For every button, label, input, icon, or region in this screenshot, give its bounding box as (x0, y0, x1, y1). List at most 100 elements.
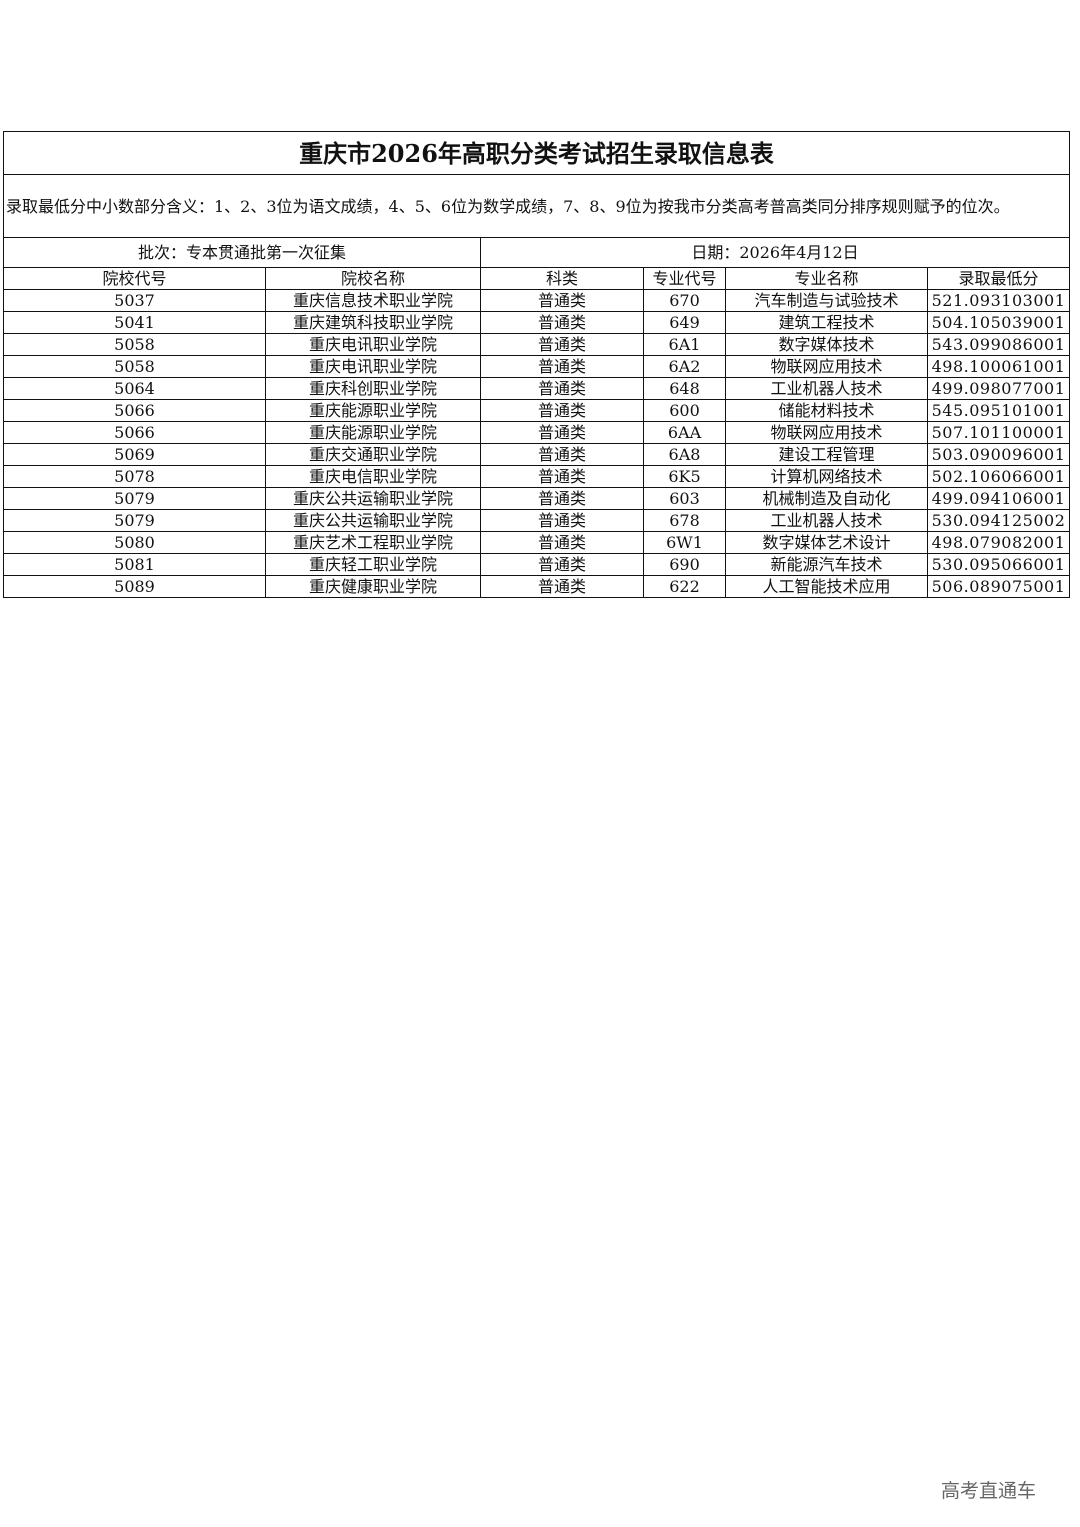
table-cell: 543.099086001 (926, 333, 1071, 356)
table-cell: 普通类 (480, 333, 644, 356)
table-cell: 计算机网络技术 (725, 465, 928, 488)
table-cell: 普通类 (480, 377, 644, 400)
table-cell: 建设工程管理 (725, 443, 928, 466)
table-cell: 普通类 (480, 531, 644, 554)
table-cell: 数字媒体艺术设计 (725, 531, 928, 554)
table-row: 5066 重庆能源职业学院 普通类 600 储能材料技术 545.095101001 (3, 399, 1071, 422)
table-cell: 690 (643, 553, 726, 576)
table-row: 5069 重庆交通职业学院 普通类 6A8 建设工程管理 503.090096001 (3, 443, 1071, 466)
batch-label: 批次：专本贯通批第一次征集 (3, 237, 481, 268)
table-cell: 5080 (3, 531, 266, 554)
table-cell: 5037 (3, 289, 266, 312)
table-cell: 新能源汽车技术 (725, 553, 928, 576)
table-cell: 机械制造及自动化 (725, 487, 928, 510)
table-cell: 600 (643, 399, 726, 422)
table-cell: 普通类 (480, 509, 644, 532)
table-cell: 重庆电讯职业学院 (265, 333, 481, 356)
table-cell: 5078 (3, 465, 266, 488)
table-cell: 重庆健康职业学院 (265, 575, 481, 598)
table-cell: 重庆能源职业学院 (265, 399, 481, 422)
table-cell: 普通类 (480, 443, 644, 466)
watermark: 高考直通车 (941, 1480, 1037, 1502)
table-row: 5064 重庆科创职业学院 普通类 648 工业机器人技术 499.098077001 (3, 377, 1071, 400)
table-cell: 普通类 (480, 289, 644, 312)
table-cell: 530.095066001 (926, 553, 1071, 576)
table-cell: 普通类 (480, 421, 644, 444)
column-header: 录取最低分 (926, 267, 1071, 290)
table-cell: 6A8 (643, 443, 726, 466)
table-row: 5078 重庆电信职业学院 普通类 6K5 计算机网络技术 502.106066001 (3, 465, 1071, 488)
table-cell: 6K5 (643, 465, 726, 488)
score-note: 录取最低分中小数部分含义：1、2、3位为语文成绩，4、5、6位为数学成绩，7、8… (2, 174, 1071, 238)
table-cell: 503.090096001 (926, 443, 1071, 466)
table-cell: 储能材料技术 (725, 399, 928, 422)
table-cell: 648 (643, 377, 726, 400)
table-row: 5079 重庆公共运输职业学院 普通类 678 工业机器人技术 530.094125002 (3, 509, 1071, 532)
table-cell: 5089 (3, 575, 266, 598)
table-cell: 504.105039001 (926, 311, 1071, 334)
table-cell: 5081 (3, 553, 266, 576)
table-cell: 5079 (3, 487, 266, 510)
table-cell: 工业机器人技术 (725, 377, 928, 400)
table-cell: 498.079082001 (926, 531, 1071, 554)
table-cell: 5064 (3, 377, 266, 400)
table-cell: 普通类 (480, 553, 644, 576)
table-row: 5058 重庆电讯职业学院 普通类 6A2 物联网应用技术 498.100061001 (3, 355, 1071, 378)
date-label: 日期：2026年4月12日 (479, 237, 1071, 268)
table-cell: 670 (643, 289, 726, 312)
table-cell: 603 (643, 487, 726, 510)
table-cell: 507.101100001 (926, 421, 1071, 444)
table-cell: 重庆电信职业学院 (265, 465, 481, 488)
table-cell: 5079 (3, 509, 266, 532)
table-cell: 498.100061001 (926, 355, 1071, 378)
table-cell: 重庆科创职业学院 (265, 377, 481, 400)
table-cell: 普通类 (480, 487, 644, 510)
column-header: 科类 (480, 267, 644, 290)
column-header: 专业代号 (643, 267, 726, 290)
table-cell: 622 (643, 575, 726, 598)
table-cell: 545.095101001 (926, 399, 1071, 422)
table-cell: 重庆公共运输职业学院 (265, 487, 481, 510)
table-cell: 506.089075001 (926, 575, 1071, 598)
table-cell: 重庆信息技术职业学院 (265, 289, 481, 312)
table-row: 5081 重庆轻工职业学院 普通类 690 新能源汽车技术 530.095066001 (3, 553, 1071, 576)
table-cell: 重庆电讯职业学院 (265, 355, 481, 378)
table-cell: 5069 (3, 443, 266, 466)
column-header: 专业名称 (725, 267, 928, 290)
table-cell: 建筑工程技术 (725, 311, 928, 334)
table-cell: 6A1 (643, 333, 726, 356)
table-row: 5089 重庆健康职业学院 普通类 622 人工智能技术应用 506.089075001 (3, 575, 1071, 598)
table-cell: 物联网应用技术 (725, 421, 928, 444)
table-header: 院校代号 院校名称 科类 专业代号 专业名称 录取最低分 (3, 267, 1071, 290)
table-row: 5080 重庆艺术工程职业学院 普通类 6W1 数字媒体艺术设计 498.07908200… (3, 531, 1071, 554)
table-cell: 普通类 (480, 311, 644, 334)
table-cell: 502.106066001 (926, 465, 1071, 488)
table-cell: 重庆建筑科技职业学院 (265, 311, 481, 334)
table-cell: 重庆交通职业学院 (265, 443, 481, 466)
table-row: 5079 重庆公共运输职业学院 普通类 603 机械制造及自动化 499.09410600… (3, 487, 1071, 510)
table-cell: 5041 (3, 311, 266, 334)
table-cell: 5058 (3, 355, 266, 378)
table-cell: 649 (643, 311, 726, 334)
table-cell: 物联网应用技术 (725, 355, 928, 378)
table-cell: 678 (643, 509, 726, 532)
table-cell: 521.093103001 (926, 289, 1071, 312)
table-cell: 普通类 (480, 355, 644, 378)
table-cell: 530.094125002 (926, 509, 1071, 532)
table-row: 5058 重庆电讯职业学院 普通类 6A1 数字媒体技术 543.099086001 (3, 333, 1071, 356)
table-cell: 重庆公共运输职业学院 (265, 509, 481, 532)
table-cell: 5066 (3, 421, 266, 444)
table-cell: 重庆轻工职业学院 (265, 553, 481, 576)
page-title: 重庆市2026年高职分类考试招生录取信息表 (2, 131, 1071, 175)
table-cell: 499.094106001 (926, 487, 1071, 510)
table-cell: 工业机器人技术 (725, 509, 928, 532)
table-cell: 普通类 (480, 399, 644, 422)
table-row: 5066 重庆能源职业学院 普通类 6AA 物联网应用技术 507.101100001 (3, 421, 1071, 444)
table-row: 5041 重庆建筑科技职业学院 普通类 649 建筑工程技术 504.105039001 (3, 311, 1071, 334)
column-header: 院校代号 (3, 267, 266, 290)
admission-table: 重庆市2026年高职分类考试招生录取信息表 录取最低分中小数部分含义：1、2、3… (2, 131, 1071, 598)
table-row: 5037 重庆信息技术职业学院 普通类 670 汽车制造与试验技术 521.0931030… (3, 289, 1071, 312)
table-cell: 5066 (3, 399, 266, 422)
table-cell: 重庆能源职业学院 (265, 421, 481, 444)
table-cell: 5058 (3, 333, 266, 356)
